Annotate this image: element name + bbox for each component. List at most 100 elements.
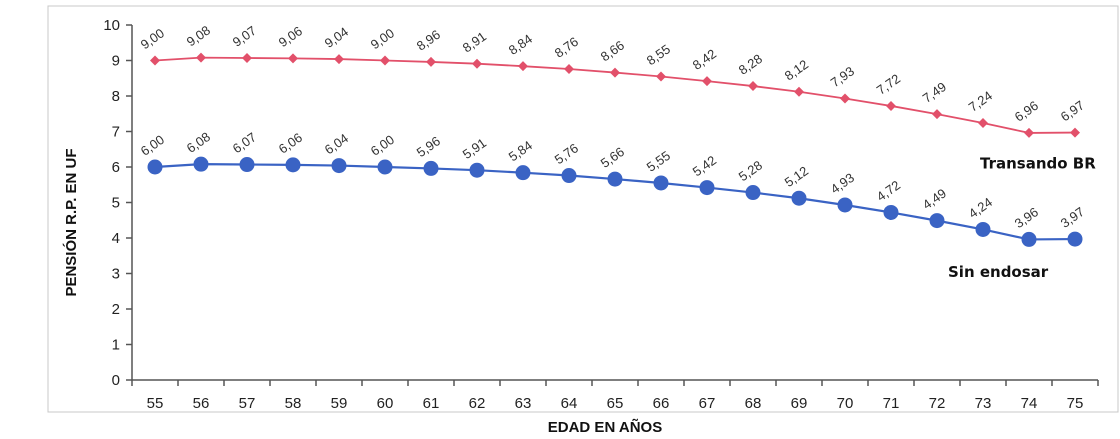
data-point <box>380 55 390 66</box>
data-point <box>610 67 620 78</box>
data-label: 6,00 <box>368 132 397 159</box>
data-point <box>656 71 666 82</box>
data-label: 8,66 <box>598 37 627 64</box>
data-point <box>978 117 988 128</box>
data-label: 8,42 <box>690 46 719 73</box>
x-axis-title: EDAD EN AÑOS <box>548 418 662 436</box>
data-label: 8,28 <box>736 51 765 78</box>
data-label: 8,96 <box>414 27 443 54</box>
data-point <box>377 159 393 175</box>
x-tick-label: 69 <box>791 395 808 412</box>
data-label: 6,08 <box>184 129 213 156</box>
data-point <box>515 165 531 181</box>
data-label: 5,12 <box>782 163 811 190</box>
data-point <box>564 64 574 75</box>
data-label: 9,04 <box>322 24 351 51</box>
x-tick-label: 75 <box>1067 395 1084 412</box>
x-tick-label: 65 <box>607 395 624 412</box>
data-label: 6,00 <box>138 132 167 159</box>
x-tick-label: 55 <box>147 395 164 412</box>
y-tick-label: 9 <box>112 53 120 70</box>
y-axis-title: PENSIÓN R.P. EN UF <box>62 148 80 296</box>
data-point <box>150 55 160 66</box>
data-point <box>242 53 252 64</box>
data-point <box>929 213 945 229</box>
data-point <box>285 157 301 173</box>
y-tick-label: 6 <box>112 159 120 176</box>
data-label: 9,08 <box>184 23 213 50</box>
data-label: 5,96 <box>414 133 443 160</box>
data-point <box>426 56 436 67</box>
data-point <box>791 190 807 206</box>
y-tick-label: 4 <box>112 230 120 247</box>
data-label: 5,76 <box>552 140 581 167</box>
x-tick-label: 56 <box>193 395 210 412</box>
series-layer: 9,00 9,08 9,07 9,06 9,04 9,00 8,96 8,91 8,84 8,76… <box>138 23 1096 281</box>
y-tick-label: 7 <box>112 124 120 141</box>
data-label: 8,55 <box>644 41 673 68</box>
data-label: 6,04 <box>322 130 351 157</box>
data-label: 5,55 <box>644 148 673 175</box>
data-label: 9,00 <box>368 25 397 52</box>
data-point <box>331 158 347 174</box>
data-label: 7,93 <box>828 63 857 90</box>
data-point <box>334 54 344 65</box>
data-point <box>607 171 623 187</box>
data-label: 5,84 <box>506 138 535 165</box>
x-tick-label: 66 <box>653 395 670 412</box>
data-label: 4,72 <box>874 177 903 204</box>
y-tick-label: 3 <box>112 266 120 283</box>
y-axis: 0 1 2 3 4 5 6 7 8 9 10 <box>103 17 133 389</box>
x-tick-label: 59 <box>331 395 348 412</box>
y-tick-label: 2 <box>112 301 120 318</box>
data-point <box>932 109 942 120</box>
x-tick-label: 63 <box>515 395 532 412</box>
data-point <box>239 157 255 173</box>
x-tick-label: 74 <box>1021 395 1038 412</box>
data-point <box>147 159 163 175</box>
data-point <box>886 100 896 111</box>
data-label: 5,91 <box>460 135 489 162</box>
series-name-label: Sin endosar <box>948 263 1049 281</box>
data-point <box>1024 127 1034 138</box>
data-label: 8,12 <box>782 57 811 84</box>
data-label: 5,66 <box>598 144 627 171</box>
data-point <box>518 61 528 72</box>
x-tick-label: 68 <box>745 395 762 412</box>
data-point <box>193 156 209 172</box>
x-tick-label: 73 <box>975 395 992 412</box>
data-label: 3,97 <box>1058 204 1087 231</box>
data-label: 9,07 <box>230 23 259 50</box>
x-tick-label: 72 <box>929 395 946 412</box>
data-point <box>748 81 758 92</box>
data-point <box>472 58 482 69</box>
data-point <box>653 175 669 191</box>
data-label: 9,00 <box>138 25 167 52</box>
data-label: 6,97 <box>1058 97 1087 124</box>
data-point <box>975 221 991 237</box>
data-label: 4,24 <box>966 194 995 221</box>
data-point <box>561 168 577 184</box>
data-point <box>1070 127 1080 138</box>
data-label: 3,96 <box>1012 204 1041 231</box>
data-point <box>469 162 485 178</box>
data-label: 5,28 <box>736 157 765 184</box>
x-tick-label: 71 <box>883 395 900 412</box>
data-point <box>288 53 298 64</box>
y-tick-label: 5 <box>112 195 120 212</box>
x-axis: 55 56 57 58 59 60 61 62 63 64 65 66 67 68 69 70 71 72 73 74… <box>131 379 1099 412</box>
data-label: 8,76 <box>552 34 581 61</box>
y-tick-label: 10 <box>103 17 120 34</box>
x-tick-label: 61 <box>423 395 440 412</box>
data-label: 6,06 <box>276 130 305 157</box>
x-tick-label: 58 <box>285 395 302 412</box>
data-label: 8,84 <box>506 31 535 58</box>
data-point <box>745 185 761 201</box>
y-tick-label: 8 <box>112 88 120 105</box>
data-label: 5,42 <box>690 153 719 180</box>
data-label: 7,72 <box>874 71 903 98</box>
x-tick-label: 67 <box>699 395 716 412</box>
data-point <box>702 76 712 87</box>
data-label: 8,91 <box>460 29 489 56</box>
